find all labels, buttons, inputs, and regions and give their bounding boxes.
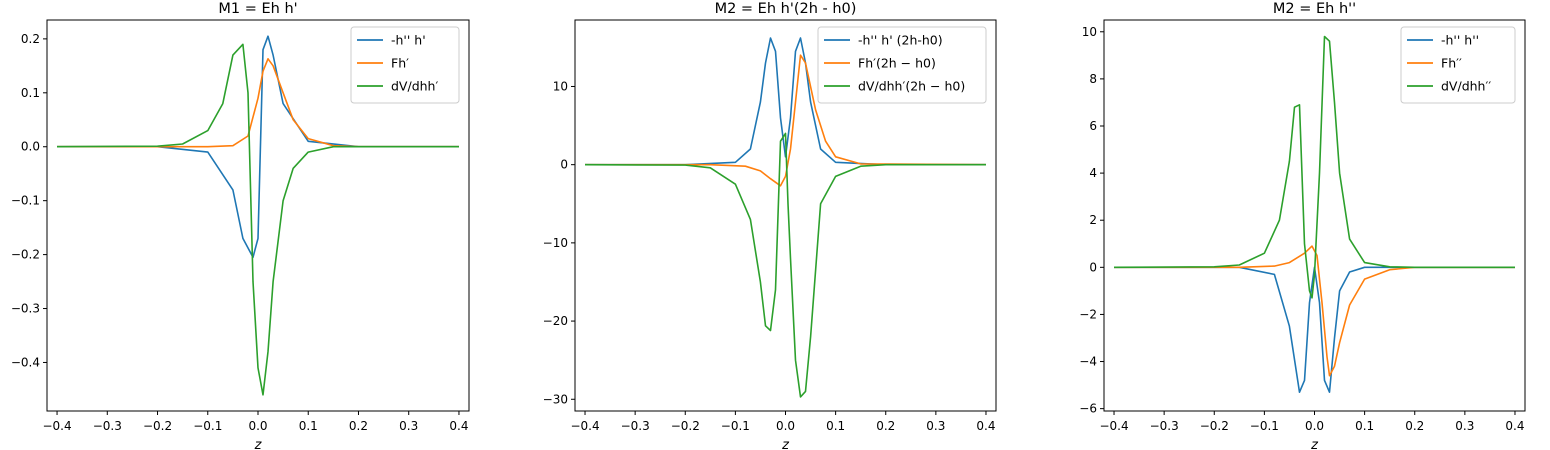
series-line-1 <box>1114 266 1515 394</box>
x-tick-label: 0.2 <box>349 419 368 433</box>
y-tick-label: −0.2 <box>11 248 40 262</box>
x-tick-label: −0.2 <box>143 419 172 433</box>
series-line-2 <box>585 54 987 187</box>
y-tick-label: 4 <box>1089 166 1097 180</box>
x-tick-label: −0.1 <box>721 419 750 433</box>
x-tick-label: 0.0 <box>1305 419 1324 433</box>
legend-label: dV/dhh′ <box>391 79 438 94</box>
x-tick-label: −0.4 <box>570 419 599 433</box>
x-tick-label: −0.2 <box>671 419 700 433</box>
y-tick-label: 10 <box>553 79 568 93</box>
series-line-3 <box>584 132 986 398</box>
x-tick-label: 0.0 <box>248 419 267 433</box>
x-tick-label: 0.0 <box>776 419 795 433</box>
x-tick-label: −0.3 <box>93 419 122 433</box>
y-tick-label: 0.1 <box>21 86 40 100</box>
x-axis-label: z <box>1310 438 1319 450</box>
series-line-2 <box>1114 245 1515 377</box>
x-tick-label: 0.1 <box>299 419 318 433</box>
x-tick-label: 0.1 <box>1355 419 1374 433</box>
y-tick-label: −6 <box>1079 402 1097 416</box>
x-tick-label: 0.4 <box>1505 419 1524 433</box>
y-tick-label: 0 <box>560 158 568 172</box>
x-tick-label: −0.1 <box>193 419 222 433</box>
legend: -h'' h'' Fh′′ dV/dhh′′ <box>1400 26 1516 104</box>
series-line-1 <box>57 35 459 259</box>
y-tick-label: 0 <box>1089 260 1097 274</box>
series-group <box>584 37 987 398</box>
y-tick-label: 10 <box>1082 25 1097 39</box>
series-line-3 <box>56 43 459 396</box>
legend-label: Fh′ <box>391 56 409 71</box>
legend: -h'' h' (2h-h0) Fh′(2h − h0) dV/dhh′(2h − … <box>817 26 987 104</box>
x-tick-label: 0.3 <box>1455 419 1474 433</box>
series-line-1 <box>585 37 986 166</box>
x-tick-label: 0.4 <box>449 419 468 433</box>
series-group <box>56 35 459 396</box>
y-tick-label: −4 <box>1079 355 1097 369</box>
legend-label: -h'' h' <box>391 33 426 48</box>
x-tick-label: 0.2 <box>876 419 895 433</box>
series-line-3 <box>1113 35 1515 299</box>
chart-title: M2 = Eh h'(2h - h0) <box>715 1 857 17</box>
y-tick-label: −0.1 <box>11 194 40 208</box>
x-tick-label: −0.3 <box>1150 419 1179 433</box>
y-tick-label: 0.2 <box>21 32 40 46</box>
legend-label: -h'' h'' <box>1441 33 1479 48</box>
y-tick-label: −10 <box>543 236 568 250</box>
x-tick-label: −0.2 <box>1200 419 1229 433</box>
series-group <box>1113 35 1515 394</box>
y-tick-label: 6 <box>1089 119 1097 133</box>
y-tick-label: 0.0 <box>21 140 40 154</box>
y-tick-label: 2 <box>1089 213 1097 227</box>
legend-box <box>817 26 987 104</box>
x-tick-label: −0.4 <box>42 419 71 433</box>
legend-box <box>350 26 460 104</box>
x-tick-label: 0.3 <box>926 419 945 433</box>
chart-title: M2 = Eh h'' <box>1273 1 1356 17</box>
x-tick-label: 0.2 <box>1405 419 1424 433</box>
legend-label: Fh′(2h − h0) <box>858 56 936 71</box>
legend-label: Fh′′ <box>1441 56 1462 71</box>
y-tick-label: −0.4 <box>11 355 40 369</box>
x-axis-label: z <box>254 438 263 450</box>
legend-label: dV/dhh′(2h − h0) <box>858 79 965 94</box>
x-tick-label: 0.3 <box>399 419 418 433</box>
x-tick-label: 0.4 <box>976 419 995 433</box>
x-axis-label: z <box>781 438 790 450</box>
legend-label: dV/dhh′′ <box>1441 79 1491 94</box>
y-tick-label: −2 <box>1079 307 1097 321</box>
y-tick-label: −0.3 <box>11 302 40 316</box>
x-tick-label: 0.1 <box>826 419 845 433</box>
chart-panel-2: M2 = Eh h'(2h - h0) −0.4 −0.3 −0.2 −0.1 0.0 0.… <box>543 1 997 450</box>
chart-title: M1 = Eh h' <box>218 1 297 17</box>
y-tick-label: 8 <box>1089 72 1097 86</box>
y-tick-label: −20 <box>543 314 568 328</box>
x-tick-label: −0.1 <box>1250 419 1279 433</box>
legend-label: -h'' h' (2h-h0) <box>858 33 943 48</box>
x-tick-label: −0.3 <box>621 419 650 433</box>
y-tick-label: −30 <box>543 392 568 406</box>
legend: -h'' h' Fh′ dV/dhh′ <box>350 26 460 104</box>
legend-box <box>1400 26 1516 104</box>
chart-panel-1: M1 = Eh h' −0.4 −0.3 −0.2 −0.1 0.0 0.1 0.2 0.3 0.… <box>11 1 470 450</box>
chart-panel-3: M2 = Eh h'' −0.4 −0.3 −0.2 −0.1 0.0 0.1 0.2 0.3 0… <box>1079 1 1526 450</box>
x-tick-label: −0.4 <box>1099 419 1128 433</box>
series-line-2 <box>57 57 459 148</box>
